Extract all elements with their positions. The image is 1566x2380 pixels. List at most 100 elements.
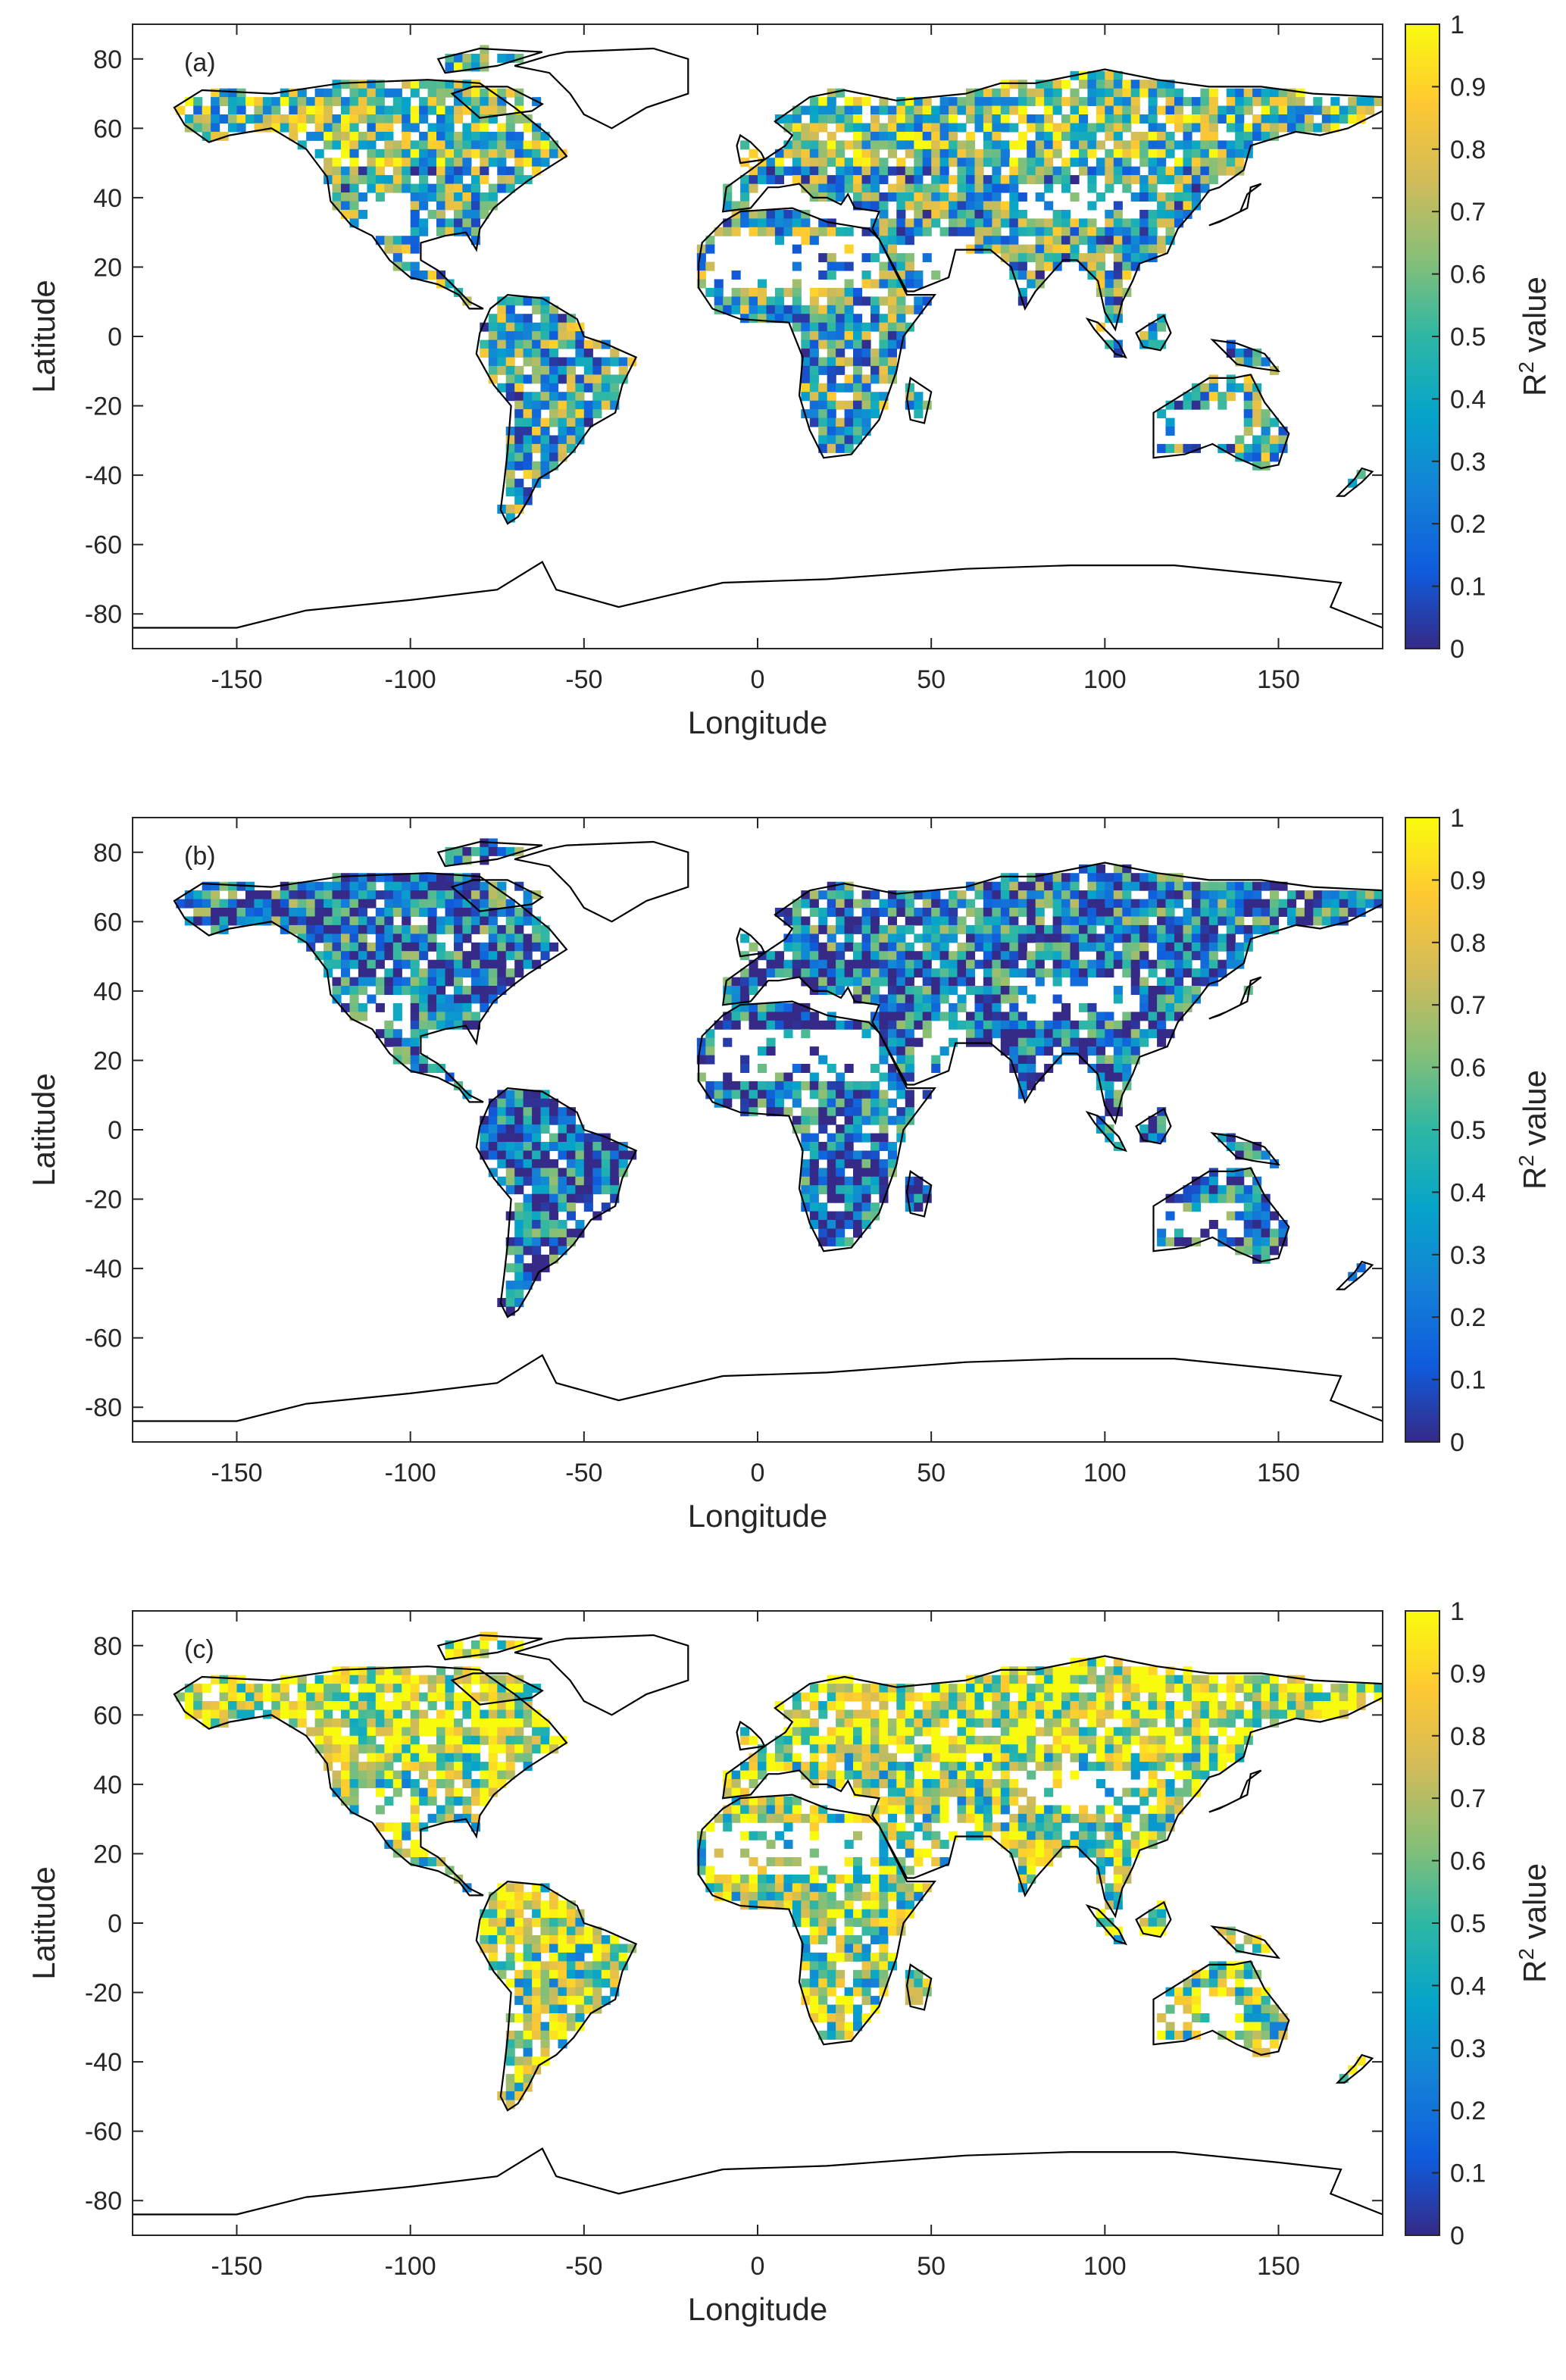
colorbar-label: R2 value [1514,277,1552,396]
y-tick-label: 80 [93,839,122,868]
coastline-australia [1152,1960,1290,2056]
coastline-north-america [173,872,568,1103]
colorbar-tick-label: 0 [1450,1428,1464,1457]
coastline-madagascar [905,1170,933,1218]
colorbar-tick-label: 0.1 [1450,573,1486,602]
coastline-eurasia [721,862,1383,1125]
x-tick-label: 150 [1257,1459,1300,1487]
y-tick-label: -40 [85,2048,122,2077]
colorbar-tick-label: 0 [1450,2222,1464,2250]
colorbar-tick-label: 1 [1450,1597,1464,1626]
colorbar-tick-label: 0.2 [1450,510,1486,539]
coastline-antarctica [133,1354,1383,1422]
colorbar-tick-label: 0.7 [1450,991,1486,1020]
coastline-australia [1152,1167,1290,1263]
coastline-uk [736,1720,766,1751]
colorbar-tick-label: 1 [1450,804,1464,833]
y-tick-label: 0 [108,323,122,352]
x-tick-label: -100 [385,1459,436,1487]
coastline-japan [1208,183,1262,227]
colorbar-tick-label: 0.6 [1450,1054,1486,1083]
coastline-greenland [514,840,689,923]
y-tick-label: -80 [85,600,122,629]
panel-label: (a) [184,48,216,77]
x-tick-label: -50 [565,665,602,694]
coastline-ellesmere [436,47,543,74]
map-plot: -150 -100 -50 0 50 100 150 80 60 40 20 0 -20 -40 -60 -8… [26,11,1552,740]
y-tick-label: -60 [85,1324,122,1353]
y-tick-label: 80 [93,45,122,74]
colorbar-tick-label: 0.6 [1450,1847,1486,1876]
y-tick-label: -80 [85,1393,122,1422]
coastline-antarctica [133,561,1383,629]
map-plot: -150 -100 -50 0 50 100 150 80 60 40 20 0 -20 -40 -60 -8… [26,1597,1552,2327]
y-tick-label: 20 [93,1840,122,1869]
y-tick-label: 0 [108,1909,122,1938]
coastline-borneo [1135,314,1172,352]
colorbar-label: R2 value [1514,1863,1552,1983]
map-panel-b: -150 -100 -50 0 50 100 150 80 60 40 20 0 -20 -40 -60 -8… [0,793,1566,1587]
colorbar-tick-label: 0.8 [1450,136,1486,164]
colorbar-label: R2 value [1514,1070,1552,1190]
y-tick-label: 40 [93,1771,122,1800]
coastline-africa [698,207,937,459]
y-tick-label: -20 [85,1186,122,1215]
colorbar-tick-label: 0.5 [1450,323,1486,352]
coastlines [133,47,1383,629]
x-tick-label: 50 [917,665,946,694]
x-tick-label: -150 [211,2252,262,2281]
coastline-madagascar [905,377,933,424]
colorbar-tick-label: 0.1 [1450,2160,1486,2188]
y-tick-label: -20 [85,392,122,421]
coastlines [133,840,1383,1422]
colorbar-tick-label: 0.2 [1450,1303,1486,1332]
y-tick-label: -20 [85,1979,122,2008]
coastline-eurasia [721,1655,1383,1919]
coastline-baffin [450,879,544,912]
x-tick-label: 0 [751,665,765,694]
coastline-borneo [1135,1107,1172,1145]
x-tick-label: 100 [1083,2252,1127,2281]
colorbar-tick-label: 0.3 [1450,2034,1486,2063]
y-tick-label: 0 [108,1116,122,1145]
map-panel-a: -150 -100 -50 0 50 100 150 80 60 40 20 0 -20 -40 -60 -8… [0,0,1566,793]
y-tick-label: 60 [93,114,122,143]
coastline-sumatra [1085,1111,1127,1152]
x-axis-label: Longitude [688,705,828,740]
coastline-australia [1152,374,1290,470]
colorbar-tick-label: 0.8 [1450,1722,1486,1751]
y-tick-label: 80 [93,1632,122,1661]
coastline-africa [698,1794,937,2046]
x-tick-label: 0 [751,1459,765,1487]
x-tick-label: -150 [211,665,262,694]
x-axis-label: Longitude [688,2291,828,2327]
colorbar-tick-label: 0.7 [1450,1784,1486,1813]
colorbar-tick-label: 0.3 [1450,448,1486,477]
x-axis-label: Longitude [688,1498,828,1534]
y-tick-label: 40 [93,184,122,213]
map-panel-c: -150 -100 -50 0 50 100 150 80 60 40 20 0 -20 -40 -60 -8… [0,1587,1566,2380]
colorbar-tick-label: 0.7 [1450,198,1486,227]
coastline-uk [736,133,766,164]
coastline-nz [1335,467,1374,497]
colorbar-tick-label: 0.9 [1450,73,1486,102]
y-axis-label: Latitude [26,1866,61,1979]
coastline-north-america [173,1665,568,1897]
y-axis-label: Latitude [26,1073,61,1186]
coastline-baffin [450,86,544,119]
x-tick-label: 100 [1083,1459,1127,1487]
coastline-baffin [450,1672,544,1706]
colorbar-tick-label: 0 [1450,635,1464,664]
coastline-ellesmere [436,840,543,868]
panel-label: (c) [184,1635,214,1664]
y-axis-label: Latitude [26,280,61,392]
x-tick-label: 50 [917,2252,946,2281]
y-tick-label: -40 [85,1255,122,1284]
colorbar-tick-label: 0.4 [1450,1178,1486,1207]
coastline-africa [698,1000,937,1253]
x-tick-label: 150 [1257,2252,1300,2281]
y-tick-label: 60 [93,908,122,937]
colorbar-tick-label: 0.6 [1450,261,1486,289]
colorbar-tick-label: 0.3 [1450,1241,1486,1270]
coastline-madagascar [905,1963,933,2011]
